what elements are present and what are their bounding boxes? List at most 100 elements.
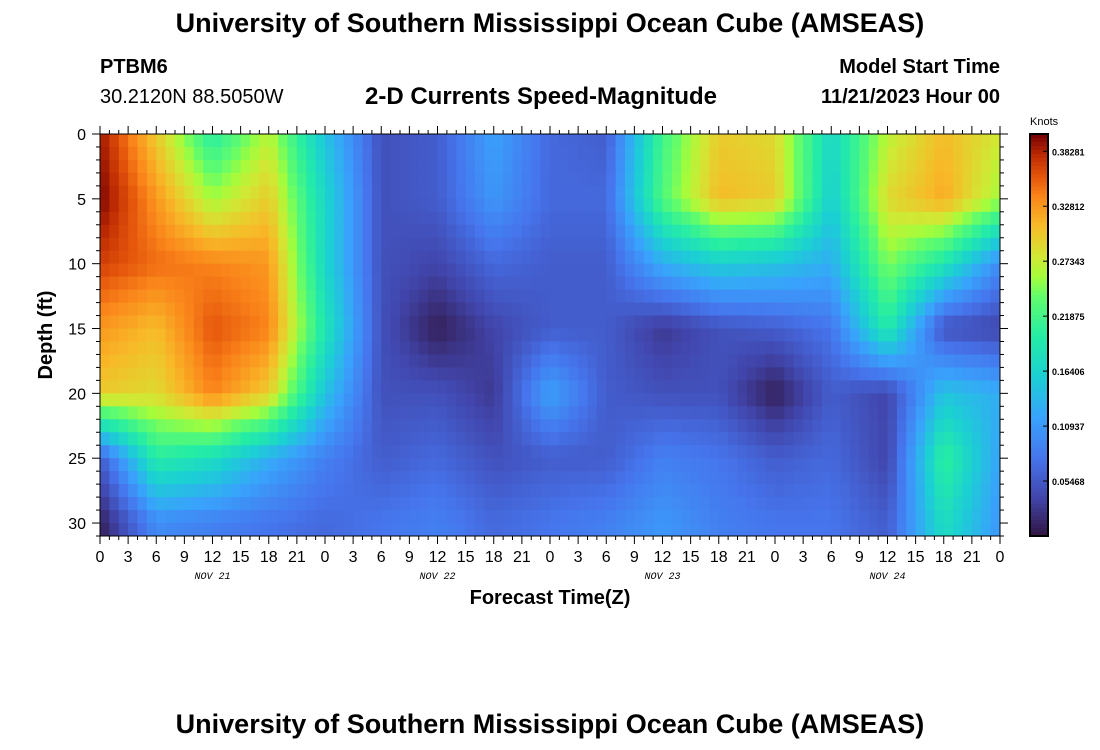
heatmap-cell: [531, 419, 542, 433]
heatmap-cell: [634, 445, 645, 459]
heatmap-cell: [587, 419, 598, 433]
heatmap-cell: [596, 484, 607, 498]
heatmap-cell: [278, 419, 289, 433]
heatmap-cell: [690, 432, 701, 446]
heatmap-cell: [915, 263, 926, 278]
heatmap-cell: [259, 328, 270, 343]
heatmap-cell: [409, 471, 420, 485]
heatmap-cell: [821, 393, 832, 407]
heatmap-cell: [981, 289, 992, 304]
colorbar-swatch: [1030, 178, 1048, 183]
heatmap-cell: [962, 523, 973, 536]
heatmap-cell: [428, 289, 439, 304]
heatmap-cell: [831, 263, 842, 278]
heatmap-cell: [156, 159, 167, 174]
heatmap-cell: [765, 497, 776, 511]
x-tick-label: 12: [429, 549, 447, 566]
heatmap-cell: [821, 250, 832, 265]
heatmap-cell: [690, 159, 701, 174]
heatmap-cell: [381, 224, 392, 239]
heatmap-cell: [812, 419, 823, 433]
heatmap-cell: [184, 523, 195, 536]
heatmap-cell: [625, 224, 635, 239]
heatmap-cell: [334, 354, 345, 369]
heatmap-cell: [212, 393, 223, 407]
heatmap-cell: [484, 328, 495, 343]
heatmap-cell: [118, 263, 129, 278]
heatmap-cell: [906, 471, 917, 485]
heatmap-cell: [643, 419, 654, 433]
heatmap-cell: [896, 263, 907, 278]
heatmap-cell: [943, 237, 954, 252]
x-tick-label: 18: [485, 549, 503, 566]
heatmap-cell: [625, 134, 635, 148]
heatmap-cell: [175, 497, 185, 511]
colorbar-swatch: [1030, 475, 1048, 481]
x-tick-label: 18: [260, 549, 278, 566]
heatmap-cell: [990, 484, 1000, 498]
heatmap-cell: [737, 263, 748, 278]
heatmap-cell: [700, 510, 710, 524]
heatmap-cell: [756, 367, 767, 381]
heatmap-cell: [906, 237, 917, 252]
heatmap-cell: [925, 458, 935, 472]
heatmap-cell: [484, 484, 495, 498]
heatmap-cell: [934, 134, 945, 148]
heatmap-cell: [943, 354, 954, 369]
heatmap-cell: [437, 224, 448, 239]
heatmap-cell: [418, 237, 429, 252]
heatmap-cell: [531, 354, 542, 369]
heatmap-cell: [840, 432, 851, 446]
heatmap-cell: [221, 263, 232, 278]
heatmap-cell: [278, 497, 289, 511]
heatmap-cell: [821, 458, 832, 472]
heatmap-cell: [268, 406, 279, 420]
heatmap-cell: [550, 471, 560, 485]
heatmap-cell: [296, 315, 307, 330]
heatmap-cell: [475, 523, 485, 536]
heatmap-cell: [850, 198, 860, 213]
heatmap-cell: [193, 341, 204, 356]
heatmap-cell: [662, 134, 673, 148]
heatmap-cell: [109, 315, 120, 330]
heatmap-cell: [690, 354, 701, 369]
heatmap-cell: [325, 458, 335, 472]
colorbar-swatch: [1030, 262, 1048, 268]
heatmap-cell: [981, 367, 992, 381]
heatmap-cell: [821, 198, 832, 213]
heatmap-cell: [746, 224, 757, 239]
heatmap-cell: [925, 302, 935, 317]
heatmap-cell: [212, 159, 223, 174]
heatmap-cell: [812, 276, 823, 291]
heatmap-cell: [859, 510, 870, 524]
heatmap-cell: [709, 159, 720, 174]
x-tick-label: 0: [321, 549, 330, 566]
heatmap-cell: [821, 185, 832, 200]
heatmap-cell: [643, 263, 654, 278]
heatmap-cell: [428, 341, 439, 356]
heatmap-cell: [925, 523, 935, 536]
heatmap-cell: [193, 134, 204, 148]
heatmap-cell: [221, 211, 232, 226]
heatmap-cell: [296, 341, 307, 356]
heatmap-cell: [362, 263, 373, 278]
heatmap-cell: [137, 445, 148, 459]
colorbar-swatch: [1030, 455, 1048, 461]
heatmap-cell: [690, 497, 701, 511]
heatmap-cell: [428, 458, 439, 472]
heatmap-cell: [821, 134, 832, 148]
heatmap-cell: [409, 523, 420, 536]
heatmap-cell: [428, 419, 439, 433]
heatmap-cell: [334, 393, 345, 407]
heatmap-cell: [100, 484, 110, 498]
heatmap-cell: [109, 497, 120, 511]
heatmap-cell: [437, 328, 448, 343]
heatmap-cell: [493, 393, 504, 407]
heatmap-cell: [146, 289, 157, 304]
heatmap-cell: [606, 211, 617, 226]
heatmap-cell: [803, 354, 814, 369]
heatmap-cell: [521, 406, 532, 420]
heatmap-cell: [325, 406, 335, 420]
heatmap-cell: [821, 224, 832, 239]
heatmap-cell: [521, 367, 532, 381]
